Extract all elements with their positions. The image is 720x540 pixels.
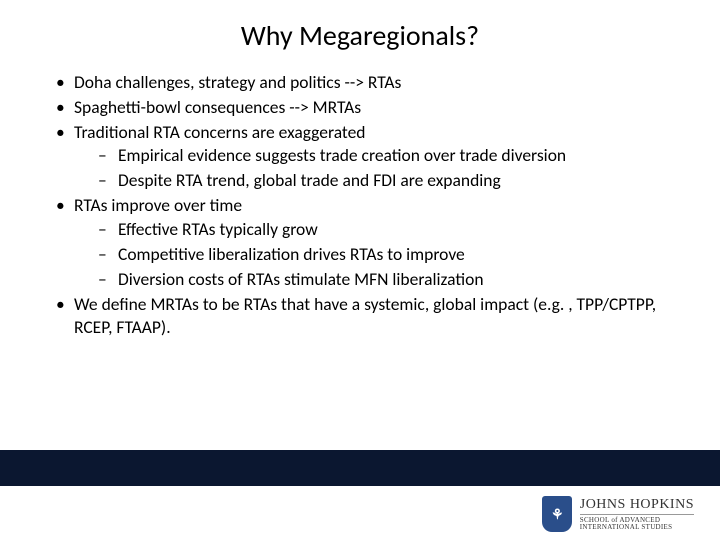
bullet-text: RTAs improve over time: [74, 194, 242, 216]
logo-main-text: JOHNS HOPKINS: [580, 498, 694, 512]
bullet-text: Traditional RTA concerns are exaggerated: [74, 121, 366, 143]
slide: Why Megaregionals? Doha challenges, stra…: [0, 0, 720, 540]
sub-bullet-text: Empirical evidence suggests trade creati…: [118, 144, 566, 166]
bullet-text: We define MRTAs to be RTAs that have a s…: [74, 293, 656, 338]
shield-glyph: ⚘: [551, 506, 563, 523]
bullet-item: We define MRTAs to be RTAs that have a s…: [56, 293, 684, 339]
sub-bullet-text: Diversion costs of RTAs stimulate MFN li…: [118, 268, 484, 290]
bullet-item: RTAs improve over time Effective RTAs ty…: [56, 194, 684, 290]
bullet-text: Doha challenges, strategy and politics -…: [74, 71, 401, 93]
logo-sub-line: INTERNATIONAL STUDIES: [580, 523, 673, 531]
sub-bullet-item: Diversion costs of RTAs stimulate MFN li…: [98, 268, 684, 291]
bullet-list: Doha challenges, strategy and politics -…: [36, 71, 684, 339]
bullet-text: Spaghetti-bowl consequences --> MRTAs: [74, 96, 361, 118]
sub-bullet-text: Competitive liberalization drives RTAs t…: [118, 243, 465, 265]
slide-title: Why Megaregionals?: [0, 0, 720, 63]
sub-bullet-text: Effective RTAs typically grow: [118, 218, 318, 240]
sub-bullet-item: Empirical evidence suggests trade creati…: [98, 144, 684, 167]
sub-bullet-text: Despite RTA trend, global trade and FDI …: [118, 169, 501, 191]
bullet-item: Doha challenges, strategy and politics -…: [56, 71, 684, 94]
sub-bullet-list: Effective RTAs typically grow Competitiv…: [74, 218, 684, 291]
logo-sub-text: SCHOOL of ADVANCED INTERNATIONAL STUDIES: [580, 514, 694, 531]
footer-bar: [0, 450, 720, 486]
slide-body: Doha challenges, strategy and politics -…: [0, 63, 720, 339]
sub-bullet-list: Empirical evidence suggests trade creati…: [74, 144, 684, 192]
bullet-item: Spaghetti-bowl consequences --> MRTAs: [56, 96, 684, 119]
logo-text-block: JOHNS HOPKINS SCHOOL of ADVANCED INTERNA…: [580, 498, 694, 531]
sub-bullet-item: Competitive liberalization drives RTAs t…: [98, 243, 684, 266]
bullet-item: Traditional RTA concerns are exaggerated…: [56, 121, 684, 192]
footer-logo: ⚘ JOHNS HOPKINS SCHOOL of ADVANCED INTER…: [542, 496, 694, 532]
sub-bullet-item: Effective RTAs typically grow: [98, 218, 684, 241]
sub-bullet-item: Despite RTA trend, global trade and FDI …: [98, 169, 684, 192]
shield-icon: ⚘: [542, 496, 572, 532]
